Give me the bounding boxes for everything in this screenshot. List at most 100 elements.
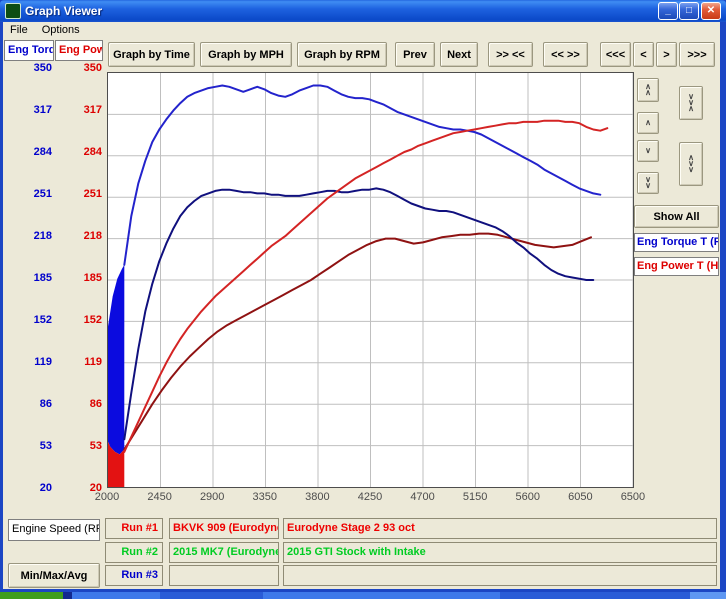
title-bar[interactable]: Graph Viewer _ □ ✕ — [0, 0, 726, 22]
taskbar-window-button[interactable] — [263, 592, 500, 599]
power-axis-tick: 152 — [83, 314, 102, 326]
y-zoom-button[interactable]: ∨ ∨ ∧ — [679, 86, 703, 120]
toolbar-button-nav-9[interactable]: > — [656, 42, 677, 67]
toolbar-button-nav-5[interactable]: >> << — [488, 42, 533, 67]
rpm-tick: 3350 — [252, 491, 278, 503]
power-axis-tick: 53 — [89, 440, 102, 452]
run-comment-field-2[interactable]: 2015 GTI Stock with Intake — [283, 542, 717, 563]
scroll-down-button[interactable]: ∨ — [637, 140, 659, 162]
chevron-icon: ∧ — [688, 153, 694, 162]
torque-axis-tick: 20 — [39, 482, 52, 494]
taskbar-strip — [500, 592, 690, 599]
dyno-chart-plot — [107, 72, 634, 488]
legend-item-torque[interactable]: Eng Torque T (Ft-l — [634, 233, 719, 252]
chevron-icon: ∨ — [688, 159, 694, 168]
toolbar-button-nav-6[interactable]: << >> — [543, 42, 588, 67]
taskbar-strip — [160, 592, 263, 599]
toolbar-button-prev[interactable]: Prev — [395, 42, 435, 67]
window-controls: _ □ ✕ — [657, 2, 726, 20]
curve-run2-power — [123, 232, 592, 451]
power-axis-tick: 317 — [83, 104, 102, 116]
show-all-button[interactable]: Show All — [634, 205, 719, 228]
run-name-field-2[interactable]: 2015 MK7 (Eurodyne, E — [169, 542, 279, 563]
toolbar-button-nav-10[interactable]: >>> — [679, 42, 715, 67]
torque-axis-tick: 86 — [39, 398, 52, 410]
rpm-tick: 6500 — [620, 491, 646, 503]
toolbar-button-nav-8[interactable]: < — [633, 42, 654, 67]
rpm-tick: 3800 — [305, 491, 330, 503]
toolbar-button-graph-by-mph[interactable]: Graph by MPH — [200, 42, 292, 67]
torque-axis-tick: 53 — [39, 440, 52, 452]
torque-axis-tick: 119 — [34, 356, 52, 368]
torque-axis-header[interactable]: Eng Torqu — [4, 40, 54, 61]
chevron-icon: ∧ — [688, 104, 694, 113]
curve-run1-torque — [123, 84, 602, 266]
power-axis-tick: 20 — [89, 482, 102, 494]
toolbar-button-graph-by-time[interactable]: Graph by Time — [108, 42, 195, 67]
rpm-tick: 4700 — [410, 491, 435, 503]
toolbar-button-next[interactable]: Next — [440, 42, 478, 67]
chevron-icon: ∨ — [688, 98, 694, 107]
min-max-avg-button[interactable]: Min/Max/Avg — [8, 563, 100, 588]
rpm-tick: 4250 — [357, 491, 383, 503]
toolbar-button-nav-7[interactable]: <<< — [600, 42, 631, 67]
curve-run2-torque — [123, 187, 595, 441]
start-button-edge[interactable] — [0, 592, 63, 599]
power-axis-tick: 251 — [83, 188, 102, 200]
menu-item-file[interactable]: File — [10, 24, 28, 36]
chevron-icon: ∧ — [645, 88, 651, 97]
run-start-power-band — [108, 441, 125, 487]
rpm-tick: 2000 — [94, 491, 120, 503]
chevron-icon: ∨ — [688, 165, 694, 174]
rpm-tick: 5600 — [515, 491, 540, 503]
rpm-tick: 2900 — [199, 491, 225, 503]
run-name-field-1[interactable]: BKVK 909 (Eurodyne, I — [169, 518, 279, 539]
torque-axis-tick: 218 — [33, 230, 52, 242]
scroll-up-button[interactable]: ∧ — [637, 112, 659, 134]
curve-run1-power — [123, 119, 609, 453]
window-title: Graph Viewer — [25, 4, 103, 18]
chevron-icon: ∨ — [688, 92, 694, 101]
run-label-1: Run #1 — [105, 518, 163, 539]
chart-canvas — [108, 73, 634, 487]
taskbar-divider — [63, 592, 72, 599]
power-axis-tick: 284 — [83, 146, 102, 158]
close-button[interactable]: ✕ — [701, 2, 721, 20]
power-axis-tick: 218 — [83, 230, 102, 242]
taskbar-window-button[interactable] — [72, 592, 160, 599]
torque-axis-tick: 152 — [33, 314, 52, 326]
rpm-tick: 2450 — [147, 491, 172, 503]
torque-axis-tick: 350 — [33, 62, 52, 74]
minimize-button[interactable]: _ — [658, 2, 678, 20]
toolbar-button-graph-by-rpm[interactable]: Graph by RPM — [297, 42, 387, 67]
run-comment-field-3[interactable] — [283, 565, 717, 586]
menu-item-options[interactable]: Options — [41, 24, 80, 36]
power-axis-tick: 86 — [89, 398, 102, 410]
rpm-axis-labels: 2000 2450 2900 3350 3800 4250 4700 5150 5600 6050… — [81, 491, 659, 505]
scroll-page-down-button[interactable]: ∨ ∨ — [637, 172, 659, 194]
run-comment-field-1[interactable]: Eurodyne Stage 2 93 oct — [283, 518, 717, 539]
power-axis-labels: 350 317 284 251 218 185 152 119 86 53 20 — [58, 61, 102, 495]
legend-item-power[interactable]: Eng Power T (HP) — [634, 257, 719, 276]
chevron-icon: ∨ — [645, 175, 651, 184]
menu-bar: File Options — [3, 22, 720, 38]
y-pan-button[interactable]: ∧ ∨ ∨ — [679, 142, 703, 186]
run-label-2: Run #2 — [105, 542, 163, 563]
torque-axis-labels: 350 317 284 251 218 185 152 119 86 53 20 — [8, 61, 52, 495]
maximize-button[interactable]: □ — [679, 2, 699, 20]
taskbar-window-button[interactable] — [690, 592, 726, 599]
power-axis-tick: 185 — [83, 272, 102, 284]
power-axis-tick: 119 — [84, 356, 102, 368]
run-name-field-3[interactable] — [169, 565, 279, 586]
scroll-page-up-button[interactable]: ∧ ∧ — [637, 78, 659, 102]
power-axis-header[interactable]: Eng Powe — [55, 40, 103, 61]
rpm-tick: 5150 — [462, 491, 488, 503]
chevron-icon: ∧ — [645, 118, 651, 127]
torque-axis-tick: 284 — [33, 146, 52, 158]
torque-axis-tick: 185 — [33, 272, 52, 284]
torque-axis-tick: 317 — [33, 104, 52, 116]
chevron-icon: ∨ — [645, 146, 651, 155]
x-axis-channel-field[interactable]: Engine Speed (RPI — [8, 519, 100, 541]
app-chart-icon — [5, 3, 21, 19]
